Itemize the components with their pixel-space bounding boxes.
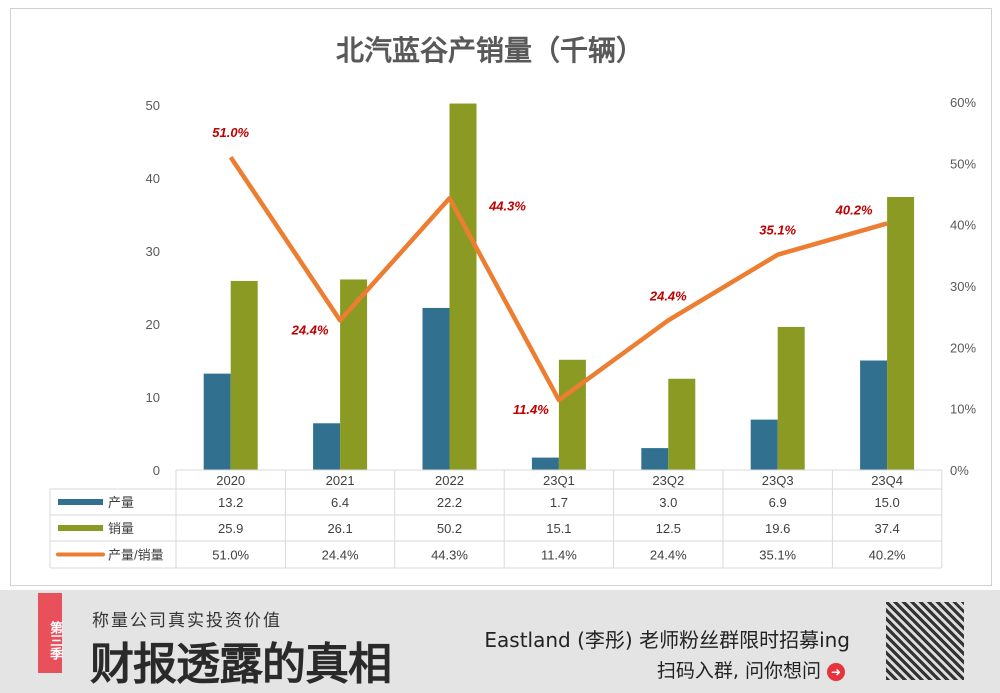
bar-production: [422, 307, 450, 470]
arrow-right-icon: ➜: [827, 662, 845, 681]
ratio-data-label: 24.4%: [291, 322, 329, 337]
x-category-label: 23Q4: [871, 473, 903, 488]
table-cell: 51.0%: [212, 548, 249, 563]
y-right-tick: 10%: [950, 402, 976, 417]
legend-label: 产量/销量: [108, 548, 164, 563]
bar-production: [313, 423, 341, 470]
y-right-tick: 60%: [950, 95, 976, 110]
y-left-tick: 50: [146, 98, 160, 113]
recruit-text: Eastland (李彤) 老师粉丝群限时招募ing: [484, 628, 850, 652]
y-right-tick: 0%: [950, 463, 969, 478]
y-left-tick: 10: [146, 390, 160, 405]
table-cell: 15.1: [546, 521, 571, 536]
x-category-label: 2020: [216, 473, 245, 488]
x-category-label: 23Q3: [762, 473, 794, 488]
legend-label: 产量: [108, 495, 134, 510]
y-left-tick: 0: [153, 463, 160, 478]
table-cell: 1.7: [550, 495, 568, 510]
bar-production: [641, 448, 669, 470]
bar-sales: [668, 378, 696, 470]
ratio-data-label: 24.4%: [649, 288, 687, 303]
y-left-tick: 40: [146, 171, 160, 186]
bar-production: [531, 457, 559, 470]
table-cell: 44.3%: [431, 548, 468, 563]
chart: 北汽蓝谷产销量（千辆） 0 10 20 30 40 50 0% 10% 20% 30% 40% 50% 6…: [49, 34, 976, 569]
ratio-data-label: 44.3%: [488, 198, 526, 213]
ratio-data-label: 51.0%: [212, 125, 249, 140]
bar-sales: [340, 279, 368, 470]
bar-production: [750, 419, 778, 470]
table-cell: 35.1%: [759, 548, 796, 563]
table-cell: 26.1: [327, 521, 352, 536]
bar-sales: [230, 280, 258, 470]
chart-title: 北汽蓝谷产销量（千辆）: [336, 34, 644, 66]
y-right-tick: 50%: [950, 156, 976, 171]
promo-banner: 第三季 称量公司真实投资价值 财报透露的真相 Eastland (李彤) 老师粉…: [0, 590, 1000, 693]
table-cell: 40.2%: [869, 548, 906, 563]
table-cell: 37.4: [874, 521, 899, 536]
slogan: 称量公司真实投资价值: [92, 611, 282, 631]
qr-code-icon[interactable]: [886, 602, 964, 680]
table-cell: 12.5: [656, 521, 681, 536]
ratio-data-label: 40.2%: [835, 202, 873, 217]
table-cell: 22.2: [437, 495, 462, 510]
table-cell: 6.9: [769, 495, 787, 510]
x-category-label: 2022: [435, 473, 464, 488]
y-right-tick: 20%: [950, 340, 976, 355]
x-category-label: 23Q1: [543, 473, 575, 488]
table-cell: 15.0: [874, 495, 899, 510]
table-cell: 50.2: [437, 521, 462, 536]
y-left-tick: 20: [146, 317, 160, 332]
scan-text: 扫码入群, 问你想问: [656, 660, 821, 682]
bar-sales: [887, 196, 915, 471]
bar-sales: [777, 326, 805, 470]
bar-sales: [449, 103, 477, 470]
ratio-line: [228, 155, 888, 403]
y-right-tick: 40%: [950, 218, 976, 233]
x-category-label: 23Q2: [652, 473, 684, 488]
bar-production: [203, 373, 231, 470]
table-cell: 3.0: [659, 495, 677, 510]
y-right-tick: 30%: [950, 279, 976, 294]
ratio-data-label: 35.1%: [759, 223, 796, 238]
table-cell: 25.9: [218, 521, 243, 536]
bar-sales: [558, 359, 586, 470]
brand-title: 财报透露的真相: [90, 639, 392, 690]
table-cell: 11.4%: [541, 548, 577, 563]
table-cell: 19.6: [765, 521, 790, 536]
legend-label: 销量: [108, 521, 134, 536]
ratio-data-label: 11.4%: [513, 402, 549, 417]
table-cell: 6.4: [331, 495, 349, 510]
table-cell: 24.4%: [650, 548, 687, 563]
table-cell: 13.2: [218, 495, 243, 510]
x-category-label: 2021: [326, 473, 355, 488]
y-left-tick: 30: [146, 244, 160, 259]
bar-production: [860, 360, 888, 470]
table-cell: 24.4%: [322, 548, 359, 563]
scan-cta[interactable]: 扫码入群, 问你想问 ➜: [657, 656, 845, 683]
season-ribbon: 第三季: [38, 593, 62, 673]
